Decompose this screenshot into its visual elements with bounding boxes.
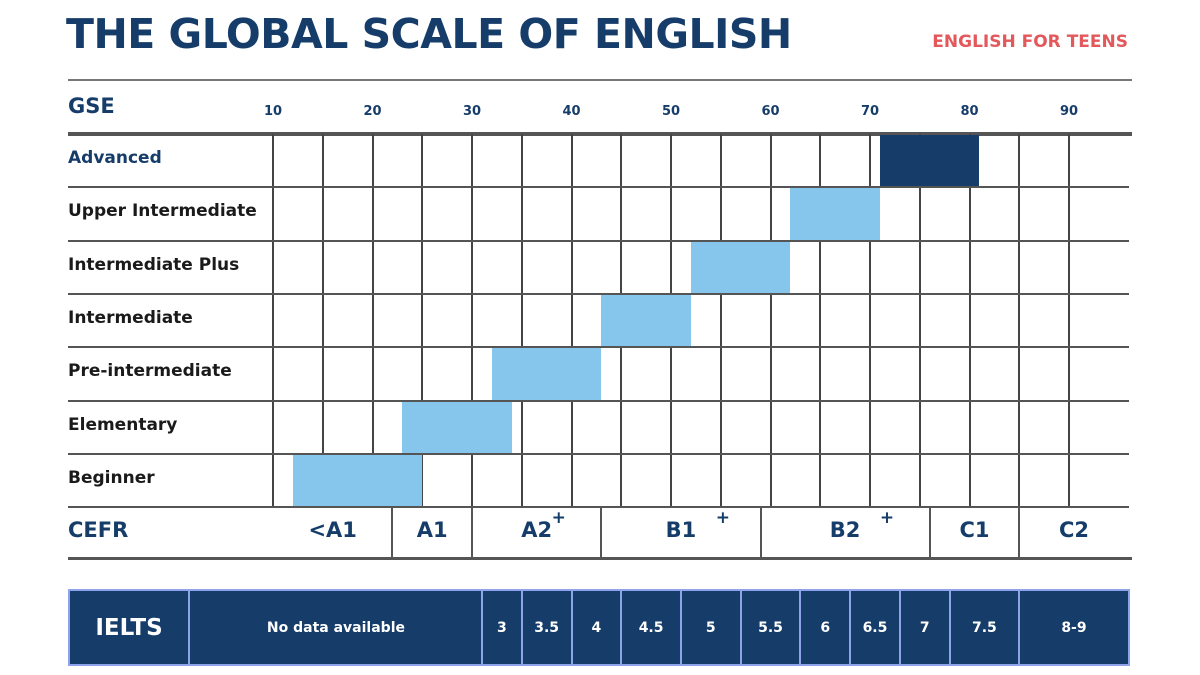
ielts-band: 5.5 <box>758 619 783 636</box>
ielts-divider <box>480 591 483 664</box>
level-label: Upper Intermediate <box>68 201 257 222</box>
cefr-bottom-line <box>68 557 1132 560</box>
gse-tick-label: 70 <box>860 104 880 119</box>
grid-line-v <box>819 134 822 508</box>
ielts-divider <box>799 591 802 664</box>
page-subtitle: ENGLISH FOR TEENS <box>932 32 1128 52</box>
cefr-divider <box>391 508 394 558</box>
ielts-divider <box>570 591 573 664</box>
level-label: Advanced <box>68 148 162 168</box>
cefr-divider <box>471 508 473 558</box>
level-bar <box>402 401 512 454</box>
ielts-band: 5 <box>705 619 716 636</box>
ielts-band: 3.5 <box>534 619 560 636</box>
cefr-divider <box>1018 508 1021 558</box>
cefr-divider <box>600 508 603 558</box>
ielts-divider <box>188 591 190 664</box>
ielts-band: 4.5 <box>638 619 664 636</box>
level-bar <box>292 454 423 508</box>
cefr-divider <box>759 508 762 558</box>
gse-tick-label: 90 <box>1059 104 1079 119</box>
gse-tick-label: 10 <box>263 104 283 119</box>
ielts-divider <box>520 591 523 664</box>
grid-line-v <box>371 134 374 508</box>
gse-axis-label: GSE <box>68 94 115 118</box>
grid-line-h <box>68 452 1129 455</box>
grid-line-v <box>1068 134 1070 508</box>
grid-line-v <box>719 134 722 508</box>
gse-tick-label: 30 <box>462 104 482 119</box>
level-bar <box>879 135 980 188</box>
grid-line-v <box>769 134 772 508</box>
cefr-band: B2 <box>829 518 861 542</box>
grid-line-v <box>968 134 971 508</box>
gse-tick-label: 50 <box>661 104 681 119</box>
cefr-band: A1 <box>416 518 448 542</box>
level-label: Intermediate Plus <box>68 254 240 275</box>
grid-line-h <box>68 506 1129 509</box>
cefr-plus-marker: + <box>715 508 730 528</box>
cefr-divider <box>928 508 931 558</box>
ielts-divider <box>739 591 742 664</box>
grid-line-h <box>68 346 1129 349</box>
grid-line-v <box>272 134 274 508</box>
level-bar <box>601 294 691 348</box>
level-label: Elementary <box>68 414 178 435</box>
ielts-divider <box>1018 591 1021 664</box>
ielts-divider <box>898 591 901 664</box>
ielts-band: 7.5 <box>972 619 997 636</box>
cefr-plus-marker: + <box>551 508 566 528</box>
level-bar <box>491 348 602 401</box>
header-divider <box>68 79 1132 81</box>
grid-line-v <box>570 134 573 508</box>
ielts-band: 6 <box>820 619 831 636</box>
cefr-plus-marker: + <box>879 508 895 528</box>
ielts-band: 4 <box>591 619 602 636</box>
level-label: Beginner <box>68 467 155 488</box>
ielts-band: 3 <box>496 619 507 636</box>
ielts-divider <box>948 591 951 664</box>
gse-tick-label: 80 <box>960 104 979 119</box>
cefr-band: C1 <box>959 518 990 542</box>
level-bar <box>790 188 880 241</box>
cefr-band: A2 <box>521 518 553 542</box>
gse-tick-label: 60 <box>761 104 780 119</box>
ielts-band: 7 <box>919 619 930 636</box>
gse-tick-label: 40 <box>562 104 581 119</box>
grid-line-v <box>1018 134 1021 508</box>
grid-line-v <box>520 134 523 508</box>
grid-line-h <box>68 399 1129 402</box>
grid-line-h <box>68 186 1129 189</box>
grid-line-v <box>321 134 324 508</box>
grid-line-v <box>471 134 473 508</box>
ielts-row: IELTS No data available 3 3.5 4 4.5 5 5.5 6 6.5 7… <box>68 589 1130 666</box>
grid-line-h <box>68 239 1129 242</box>
ielts-divider <box>679 591 682 664</box>
ielts-band: No data available <box>266 619 405 636</box>
ielts-label: IELTS <box>95 614 163 641</box>
grid-line-v <box>918 134 921 508</box>
ielts-band: 6.5 <box>862 619 888 636</box>
cefr-band: <A1 <box>308 518 357 542</box>
page-title: THE GLOBAL SCALE OF ENGLISH <box>66 10 792 58</box>
level-bar <box>690 241 791 294</box>
gse-axis-line <box>68 132 1132 136</box>
level-label: Pre-intermediate <box>68 361 232 382</box>
ielts-divider <box>849 591 852 664</box>
cefr-band: C2 <box>1058 518 1089 542</box>
ielts-divider <box>620 591 623 664</box>
grid-line-v <box>421 134 424 508</box>
ielts-band: 8-9 <box>1061 619 1087 636</box>
grid-line-h <box>68 292 1129 295</box>
cefr-band: B1 <box>665 518 697 542</box>
gse-tick-label: 20 <box>363 104 382 119</box>
grid-line-v <box>869 134 871 508</box>
cefr-label: CEFR <box>68 518 129 542</box>
level-label: Intermediate <box>68 307 193 328</box>
